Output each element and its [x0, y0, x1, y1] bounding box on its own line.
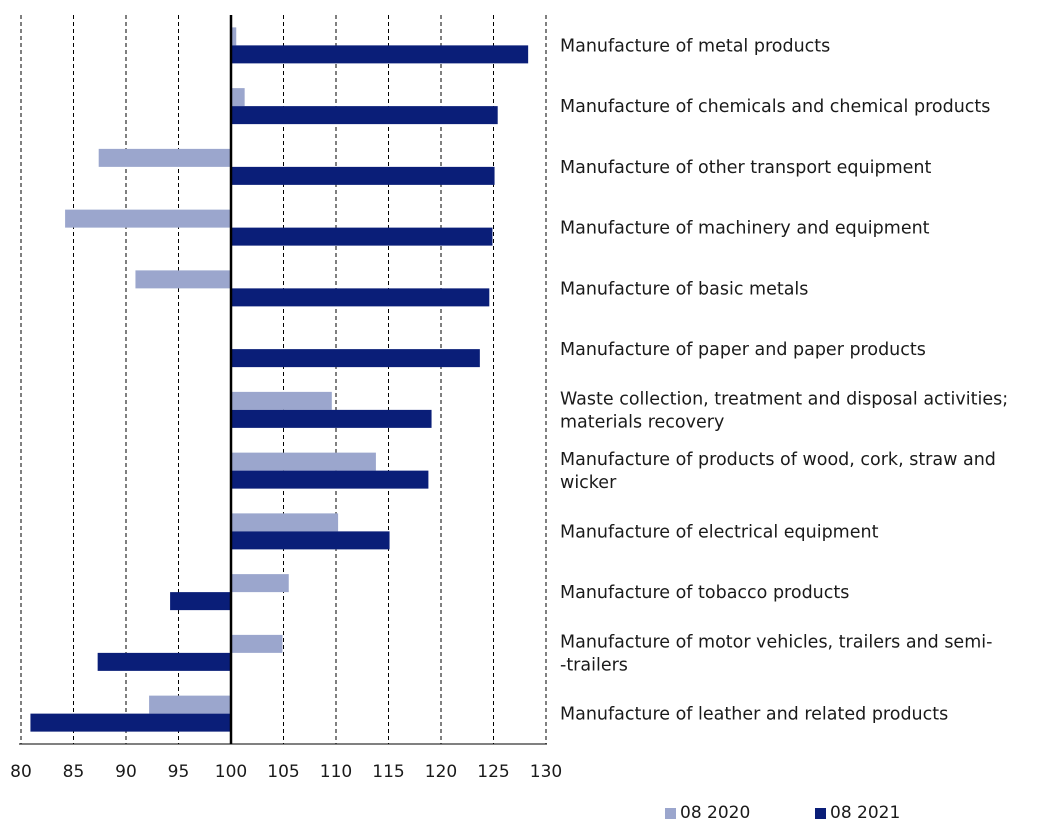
bar-08-2021	[231, 45, 529, 64]
category-label: Manufacture of metal products	[560, 36, 830, 56]
x-tick-label: 95	[168, 762, 190, 782]
category-label: Manufacture of motor vehicles, trailers …	[560, 632, 992, 652]
x-tick-label: 85	[63, 762, 85, 782]
x-tick-label: 120	[425, 762, 457, 782]
legend-swatch-2021	[815, 807, 826, 819]
category-labels: Manufacture of metal products Manufacture…	[560, 36, 1008, 724]
x-tick-label: 100	[215, 762, 247, 782]
category-label: materials recovery	[560, 412, 724, 432]
x-tick-label: 80	[10, 762, 32, 782]
x-tick-label: 105	[267, 762, 299, 782]
bars	[30, 27, 529, 732]
category-label: Manufacture of other transport equipment	[560, 158, 931, 178]
legend-swatch-2020	[665, 807, 676, 819]
bar-08-2020	[135, 270, 231, 289]
bar-08-2021	[231, 288, 490, 307]
category-label: Manufacture of leather and related produ…	[560, 705, 948, 725]
category-label: Manufacture of machinery and equipment	[560, 219, 930, 239]
bar-08-2021	[231, 106, 498, 125]
bar-08-2021	[231, 409, 432, 428]
x-tick-label: 115	[372, 762, 404, 782]
bar-08-2021	[97, 652, 232, 671]
bar-08-2021	[231, 531, 390, 550]
legend-label-2021: 08 2021	[830, 803, 901, 823]
bar-08-2020	[98, 148, 231, 167]
bar-08-2020	[231, 391, 332, 410]
bar-08-2020	[231, 513, 339, 532]
category-label: Manufacture of basic metals	[560, 279, 808, 299]
x-tick-labels: 80 85 90 95 100 105 110 115 120 125 130	[10, 762, 562, 782]
category-label: Manufacture of tobacco products	[560, 583, 849, 603]
bar-08-2021	[30, 713, 232, 732]
category-label: Manufacture of products of wood, cork, s…	[560, 450, 996, 470]
category-label: wicker	[560, 473, 617, 493]
bar-08-2021	[231, 166, 495, 185]
legend: 08 2020	[665, 803, 750, 823]
x-tick-label: 130	[530, 762, 562, 782]
bar-08-2020	[231, 634, 283, 653]
bar-08-2021	[231, 227, 493, 246]
bar-08-2020	[231, 27, 237, 46]
x-tick-label: 110	[320, 762, 352, 782]
bar-08-2021	[170, 592, 231, 611]
category-label: Manufacture of paper and paper products	[560, 340, 926, 360]
category-label: Manufacture of electrical equipment	[560, 522, 879, 542]
legend: 08 2021	[815, 803, 900, 823]
category-label: Manufacture of chemicals and chemical pr…	[560, 97, 990, 117]
bar-08-2020	[231, 88, 245, 107]
bar-08-2020	[231, 452, 376, 471]
bar-08-2020	[231, 574, 289, 593]
bar-08-2021	[231, 470, 429, 489]
x-tick-label: 125	[477, 762, 509, 782]
bar-08-2021	[231, 349, 480, 368]
x-tick-label: 90	[115, 762, 137, 782]
category-label: -trailers	[560, 655, 628, 675]
legend-label-2020: 08 2020	[680, 803, 751, 823]
category-label: Waste collection, treatment and disposal…	[560, 389, 1008, 409]
bar-08-2020	[149, 695, 231, 714]
gridlines	[20, 15, 547, 744]
bar-08-2020	[65, 209, 231, 228]
